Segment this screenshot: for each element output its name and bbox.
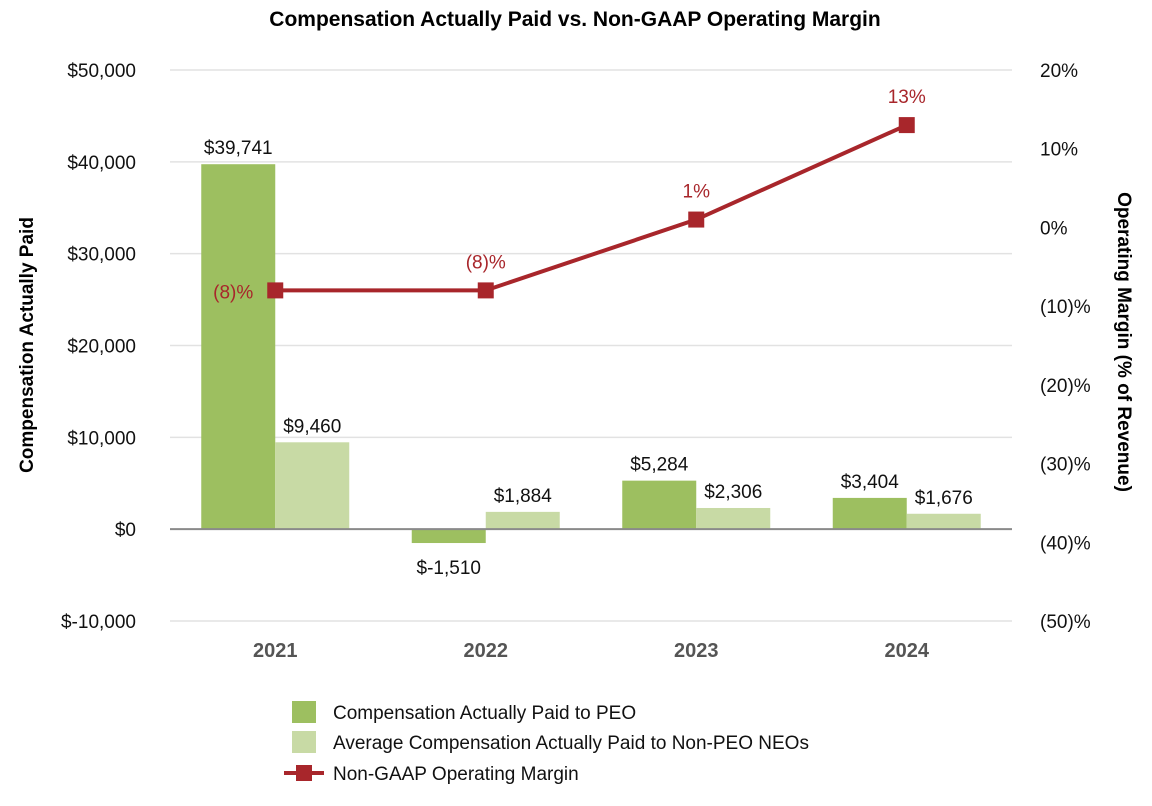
right-tick-label: 0% [1040, 218, 1068, 239]
right-tick-label: (10)% [1040, 297, 1091, 318]
margin-point-2022 [477, 282, 494, 299]
right-tick-label: (50)% [1040, 612, 1091, 633]
left-tick-label: $40,000 [67, 153, 136, 174]
bar-peo-2024 [832, 497, 907, 530]
right-tick-label: (20)% [1040, 376, 1091, 397]
left-axis-title: Compensation Actually Paid [17, 217, 38, 473]
margin-label-2021: (8)% [213, 282, 253, 303]
left-tick-label: $10,000 [67, 428, 136, 449]
bar-series: $39,741 $9,460 $-1,510 $1,884 $5,284 $2,306 $3… [201, 138, 981, 579]
right-tick-label: 20% [1040, 61, 1078, 82]
margin-label-2024: 13% [888, 87, 926, 108]
bar-label-neo-2022: $1,884 [494, 486, 553, 507]
line-series: (8)% (8)% 1% 13% [213, 87, 926, 303]
left-tick-label: $50,000 [67, 61, 136, 82]
bar-peo-2022 [411, 529, 486, 544]
bar-neo-2021 [275, 442, 350, 530]
bar-label-peo-2023: $5,284 [630, 455, 689, 476]
left-tick-label: $-10,000 [61, 612, 136, 633]
left-axis-ticks: $50,000 $40,000 $30,000 $20,000 $10,000 $0 $-1… [61, 61, 136, 633]
margin-point-2023 [688, 211, 705, 228]
legend: Compensation Actually Paid to PEO Average… [284, 701, 809, 785]
margin-point-2024 [898, 117, 915, 134]
bar-label-neo-2023: $2,306 [704, 482, 762, 503]
chart-title: Compensation Actually Paid vs. Non-GAAP … [269, 8, 880, 31]
bar-label-peo-2022: $-1,510 [417, 558, 481, 579]
left-tick-label: $20,000 [67, 337, 136, 358]
bar-label-neo-2021: $9,460 [283, 416, 341, 437]
legend-label-0: Compensation Actually Paid to PEO [333, 703, 636, 724]
category-label-2023: 2023 [674, 640, 719, 662]
right-tick-label: (30)% [1040, 455, 1091, 476]
margin-line [275, 123, 908, 293]
bar-neo-2024 [906, 513, 981, 530]
left-tick-label: $0 [115, 520, 136, 541]
margin-label-2023: 1% [683, 182, 711, 203]
category-label-2022: 2022 [464, 640, 509, 662]
bar-peo-2021 [201, 164, 276, 530]
bar-label-neo-2024: $1,676 [915, 488, 973, 509]
right-axis-title: Operating Margin (% of Revenue) [1113, 192, 1134, 492]
right-tick-label: (40)% [1040, 533, 1091, 554]
bar-peo-2023 [622, 480, 697, 530]
bar-neo-2023 [696, 507, 771, 530]
category-label-2021: 2021 [253, 640, 298, 662]
legend-swatch-1 [292, 731, 316, 753]
category-axis: 2021 2022 2023 2024 [253, 640, 930, 662]
legend-label-1: Average Compensation Actually Paid to No… [333, 733, 809, 754]
left-tick-label: $30,000 [67, 245, 136, 266]
category-label-2024: 2024 [885, 640, 930, 662]
legend-label-2: Non-GAAP Operating Margin [333, 764, 579, 785]
legend-swatch-0 [292, 701, 316, 723]
legend-marker-swatch [296, 765, 312, 781]
margin-label-2022: (8)% [466, 252, 506, 273]
right-axis-ticks: 20% 10% 0% (10)% (20)% (30)% (40)% (50)% [1040, 61, 1091, 633]
bar-label-peo-2021: $39,741 [204, 138, 273, 159]
margin-point-2021 [267, 282, 284, 299]
bar-neo-2022 [485, 511, 560, 530]
right-tick-label: 10% [1040, 140, 1078, 161]
gridlines [170, 69, 1012, 622]
bar-label-peo-2024: $3,404 [841, 472, 900, 493]
